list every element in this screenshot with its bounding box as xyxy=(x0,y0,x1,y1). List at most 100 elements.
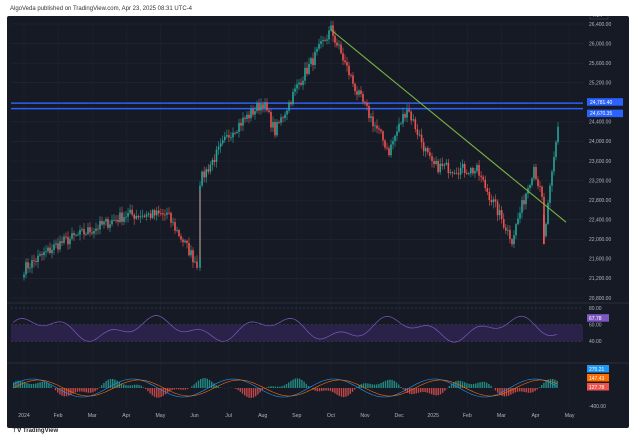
candle xyxy=(286,109,288,121)
time-tick-label: Apr xyxy=(122,413,130,419)
macd-histogram-bar xyxy=(213,383,215,388)
candle-body xyxy=(553,157,555,172)
candle-body xyxy=(310,58,312,64)
macd-histogram-bar xyxy=(90,388,92,393)
macd-histogram-bar xyxy=(48,383,50,388)
candle xyxy=(511,238,513,247)
candle xyxy=(505,224,507,234)
chart-svg[interactable]: INR 26,400.00 26,000.00 25,600.00 25,200.00 2… xyxy=(7,10,629,428)
candle-body xyxy=(362,94,364,102)
macd-histogram-bar xyxy=(424,388,426,393)
candle xyxy=(135,209,138,221)
candle-body xyxy=(242,117,244,126)
macd-histogram-bar xyxy=(81,388,83,392)
macd-histogram-bar xyxy=(156,388,158,398)
macd-histogram-bar xyxy=(461,381,464,388)
candle xyxy=(318,38,320,51)
candle-body xyxy=(180,236,182,240)
candle-body xyxy=(418,134,421,136)
chart-container[interactable]: INR 26,400.00 26,000.00 25,600.00 25,200.00 2… xyxy=(7,10,629,428)
candle xyxy=(57,237,59,254)
candle-body xyxy=(234,132,236,134)
candle xyxy=(312,52,314,71)
candle xyxy=(414,116,417,133)
candle-body xyxy=(97,228,99,230)
macd-histogram-bar xyxy=(351,388,354,392)
candle-body xyxy=(160,213,162,215)
candle xyxy=(488,187,491,206)
candle xyxy=(340,41,342,55)
candle-body xyxy=(274,122,276,136)
candle xyxy=(533,163,535,182)
macd-histogram-bar xyxy=(516,388,519,392)
candle xyxy=(180,233,182,243)
candle xyxy=(125,211,127,223)
candle xyxy=(507,224,509,236)
candle-body xyxy=(226,135,228,137)
candle xyxy=(555,140,557,161)
candle xyxy=(39,251,41,258)
candle xyxy=(236,129,238,135)
macd-histogram-bar xyxy=(184,388,186,390)
macd-histogram-bar xyxy=(514,388,516,393)
candle-body xyxy=(71,233,73,239)
candle xyxy=(268,108,270,114)
candle xyxy=(461,159,464,174)
macd-histogram-bar xyxy=(101,385,103,388)
candle-body xyxy=(178,230,180,237)
candle xyxy=(519,206,521,224)
candle-body xyxy=(55,243,57,245)
macd-histogram-bar xyxy=(246,388,248,397)
macd-histogram-bar xyxy=(145,388,147,390)
candle xyxy=(250,105,252,122)
candle-body xyxy=(374,125,376,127)
macd-histogram-bar xyxy=(13,382,15,388)
candle-body xyxy=(174,222,176,231)
candle xyxy=(203,166,205,183)
macd-histogram-bar xyxy=(92,388,94,393)
price-label-bg xyxy=(587,98,623,106)
candle xyxy=(266,98,268,113)
candle xyxy=(523,194,525,211)
candle xyxy=(484,175,487,192)
macd-histogram-bar xyxy=(523,388,525,392)
candle xyxy=(25,258,27,279)
candle-body xyxy=(91,232,93,234)
macd-histogram-bar xyxy=(30,384,32,388)
trendline xyxy=(330,29,567,223)
candle xyxy=(292,88,294,107)
candle-body xyxy=(465,173,468,174)
candle-body xyxy=(290,102,292,105)
candle xyxy=(276,118,278,137)
macd-histogram-bar xyxy=(512,388,514,394)
candle-body xyxy=(69,238,71,245)
macd-histogram-bar xyxy=(50,385,52,388)
candle-body xyxy=(358,90,360,95)
candle-body xyxy=(378,128,380,130)
candle xyxy=(55,239,57,248)
candle xyxy=(123,211,125,226)
candle-body xyxy=(294,88,296,92)
candle-body xyxy=(513,235,515,245)
candle-body xyxy=(51,249,53,253)
macd-histogram-bar xyxy=(391,379,393,388)
candle-body xyxy=(103,221,105,225)
macd-histogram-bar xyxy=(411,388,413,395)
candle-body xyxy=(81,229,83,230)
macd-histogram-bar xyxy=(235,388,237,389)
candle-body xyxy=(25,262,27,275)
macd-histogram-bar xyxy=(288,382,290,388)
macd-histogram-bar xyxy=(415,388,417,394)
macd-histogram-bar xyxy=(182,388,184,390)
macd-histogram-bar xyxy=(305,383,307,388)
macd-histogram-bar xyxy=(26,383,28,388)
candle xyxy=(388,145,390,157)
macd-histogram-bar xyxy=(468,383,470,388)
candle xyxy=(539,180,541,192)
price-label-bg xyxy=(587,109,623,118)
candle xyxy=(478,160,480,181)
rsi-tick-label: 80.00 xyxy=(589,306,602,312)
candle-body xyxy=(203,171,205,178)
macd-histogram-bar xyxy=(290,380,292,388)
candle xyxy=(83,222,85,240)
